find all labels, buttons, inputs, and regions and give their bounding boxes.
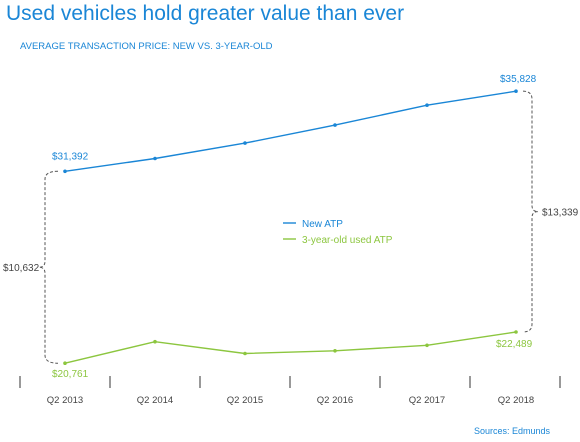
point-s0-1 <box>153 156 157 161</box>
point-s0-0 <box>63 169 67 174</box>
x-tick-label-1: Q2 2014 <box>137 395 173 406</box>
label-new-first: $31,392 <box>52 151 89 162</box>
gap-bracket-2018 <box>522 90 539 333</box>
gap-bracket-2013 <box>38 170 59 364</box>
label-used-first: $20,761 <box>52 369 89 380</box>
point-s0-2 <box>243 141 247 145</box>
point-s0-3 <box>333 123 337 127</box>
label-gap-2013: $10,632 <box>3 263 40 274</box>
point-s1-5 <box>514 330 518 334</box>
point-s1-1 <box>153 339 157 344</box>
point-s0-4 <box>425 103 429 107</box>
series-line-0 <box>64 90 517 172</box>
x-tick-label-0: Q2 2013 <box>47 395 83 406</box>
legend-label-0: New ATP <box>302 219 343 230</box>
x-tick-label-5: Q2 2018 <box>498 395 534 406</box>
series-line-1 <box>64 331 517 364</box>
legend-label-1: 3-year-old used ATP <box>302 235 393 246</box>
x-tick-label-2: Q2 2015 <box>227 395 263 406</box>
label-new-last: $35,828 <box>500 74 537 85</box>
label-gap-2018: $13,339 <box>542 208 579 219</box>
point-s1-3 <box>333 349 337 353</box>
source-note: Sources: Edmunds <box>473 426 550 436</box>
x-tick-label-4: Q2 2017 <box>409 395 445 406</box>
label-used-last: $22,489 <box>496 339 533 350</box>
chart-subtitle: AVERAGE TRANSACTION PRICE: NEW VS. 3-YEA… <box>20 41 273 52</box>
x-tick-label-3: Q2 2016 <box>317 395 353 406</box>
point-s1-0 <box>63 361 67 366</box>
chart-title: Used vehicles hold greater value than ev… <box>6 2 405 25</box>
point-s1-4 <box>425 343 429 348</box>
point-s0-5 <box>514 89 518 93</box>
point-s1-2 <box>243 351 247 356</box>
